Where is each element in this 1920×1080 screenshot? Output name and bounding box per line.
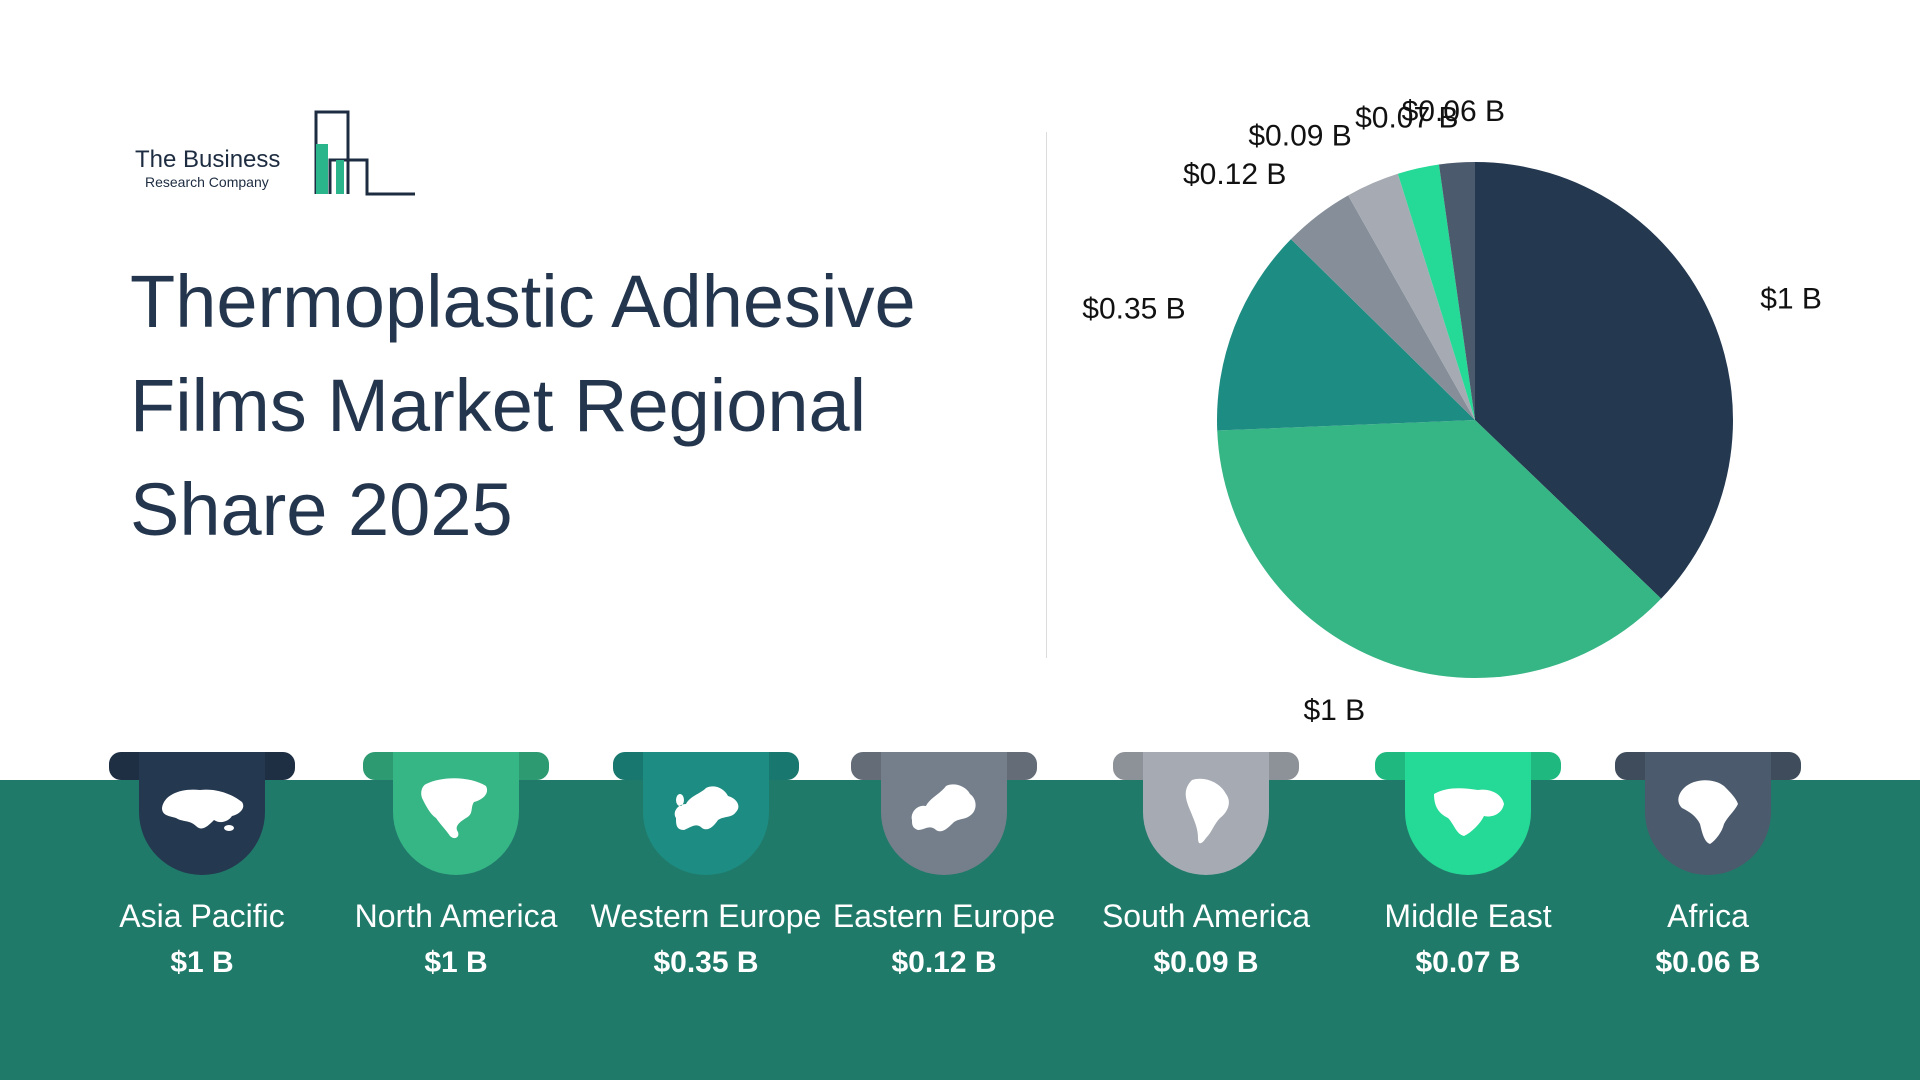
pie-data-label: $0.12 B: [1183, 158, 1286, 191]
region-name: Africa: [1667, 898, 1749, 934]
region-value: $0.12 B: [891, 946, 997, 979]
company-logo: The Business Research Company: [133, 108, 423, 198]
region-name: Asia Pacific: [119, 898, 285, 934]
region-value: $0.35 B: [653, 946, 759, 979]
page-title: Thermoplastic Adhesive Films Market Regi…: [130, 260, 916, 551]
pie-slice-asia-pacific: [1475, 162, 1733, 599]
region-badge: [363, 752, 549, 876]
pie-slice-south-america: [1348, 173, 1475, 420]
region-value: $1 B: [424, 946, 488, 979]
region-value: $0.09 B: [1153, 946, 1259, 979]
region-badge: [1113, 752, 1299, 876]
pie-data-label: $1 B: [1760, 282, 1822, 315]
region-name: Eastern Europe: [832, 898, 1056, 934]
pie-data-label: $0.09 B: [1248, 120, 1351, 153]
region-name: Western Europe: [590, 898, 822, 934]
middle-east-map-icon: [1434, 788, 1504, 836]
logo-name-line2: Research Company: [145, 174, 269, 190]
region-value: $1 B: [170, 946, 234, 979]
asia-map-icon: [162, 789, 244, 831]
south-america-map-icon: [1185, 778, 1229, 844]
region-badge: [1615, 752, 1801, 876]
pie-slice-eastern-europe: [1290, 195, 1475, 420]
pie-data-label: $0.35 B: [1082, 293, 1185, 326]
pie-slice-africa: [1438, 162, 1475, 420]
region-name: North America: [354, 898, 558, 934]
regional-share-pie-chart: $1 B $1 B $0.35 B $0.12 B $0.09 B$0.07 B$0.0…: [1082, 95, 1822, 727]
pie-slice-north-america: [1217, 420, 1662, 678]
eastern-europe-map-icon: [911, 784, 976, 832]
region-value: $0.06 B: [1655, 946, 1761, 979]
region-value: $0.07 B: [1415, 946, 1521, 979]
pie-slice-middle-east: [1397, 164, 1475, 420]
pie-data-label: $1 B: [1303, 694, 1365, 727]
logo-graphic: [314, 110, 415, 196]
pie-data-label: $0.06 B: [1402, 95, 1505, 128]
western-europe-map-icon: [674, 786, 739, 830]
vertical-divider: [1046, 132, 1047, 658]
africa-map-icon: [1678, 780, 1738, 844]
pie-slice-western-europe: [1217, 239, 1475, 431]
region-badge: [613, 752, 799, 876]
region-badge: [1375, 752, 1561, 876]
pie-data-label: $0.07 B: [1355, 102, 1458, 135]
north-america-map-icon: [421, 778, 488, 839]
region-badge: [851, 752, 1037, 876]
region-name: Middle East: [1384, 898, 1552, 934]
region-badge: [109, 752, 295, 876]
region-name: South America: [1101, 898, 1311, 934]
logo-name-line1: The Business: [135, 146, 281, 173]
